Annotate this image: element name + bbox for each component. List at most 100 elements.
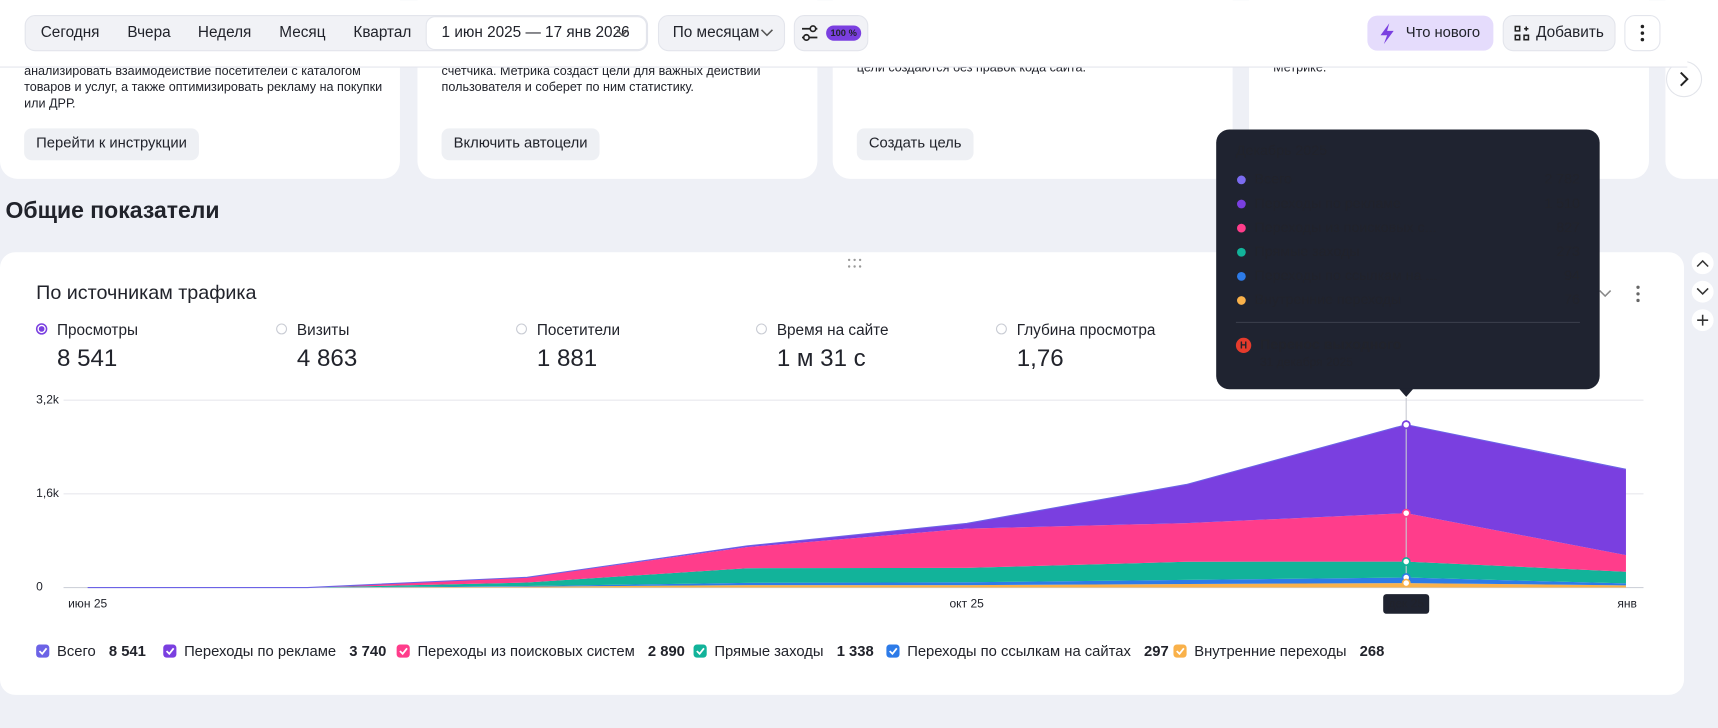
legend-checkbox[interactable] <box>163 644 177 658</box>
card-text: или ДРР. <box>24 97 75 111</box>
legend-label[interactable]: Прямые заходы <box>714 644 823 660</box>
grouping-label[interactable]: По месяцам <box>673 24 760 41</box>
widget-menu-dot <box>1636 292 1640 296</box>
metric-label[interactable]: Время на сайте <box>777 322 889 339</box>
settings-icon <box>802 33 810 42</box>
metric-radio[interactable] <box>516 323 528 335</box>
metric-label[interactable]: Посетители <box>537 322 620 339</box>
date-range-label[interactable]: 1 июн 2025 — 17 янв 2026 <box>442 24 630 41</box>
chevron <box>616 29 629 37</box>
legend-total: 2 890 <box>648 644 685 660</box>
legend-checkbox[interactable] <box>693 644 707 658</box>
period-button[interactable]: Неделя <box>198 24 251 41</box>
legend-total: 1 338 <box>837 644 874 660</box>
tooltip-dot <box>1237 247 1246 257</box>
hover-dot <box>1401 420 1411 430</box>
legend-total: 268 <box>1360 644 1385 660</box>
side-button[interactable] <box>1691 280 1714 303</box>
drag-handle <box>847 258 851 262</box>
metric-label[interactable]: Глубина просмотра <box>1017 322 1156 339</box>
x-tick-label: янв <box>1617 597 1637 611</box>
legend-check <box>889 647 898 656</box>
legend-checkbox[interactable] <box>396 644 410 658</box>
legend-label[interactable]: Всего <box>57 644 96 660</box>
area <box>87 513 1626 588</box>
y-tick-label: 0 <box>36 580 43 594</box>
tooltip-value: 76 <box>1564 292 1580 308</box>
tooltip-name: Прямые заходы <box>1255 244 1360 260</box>
legend-check <box>696 647 705 656</box>
tooltip-value: 273 <box>1556 244 1580 260</box>
card-button-label[interactable]: Включить автоцели <box>454 136 588 152</box>
tooltip-pointer <box>1398 388 1414 397</box>
whats-new-label[interactable]: Что нового <box>1406 25 1480 41</box>
tooltip-dot <box>1237 199 1246 209</box>
menu-dot <box>1640 37 1645 42</box>
card-button[interactable] <box>24 128 199 161</box>
drag-handle <box>858 258 862 262</box>
area <box>87 583 1626 588</box>
carousel-next-icon[interactable] <box>1680 71 1689 87</box>
metric-value: 1 м 31 с <box>777 345 866 372</box>
add-button[interactable] <box>1502 15 1616 52</box>
event-date: 31 декабря 2025 <box>1260 355 1353 369</box>
side-button-icon <box>1696 259 1709 268</box>
tooltip-name: Всего <box>1255 172 1292 188</box>
legend-label[interactable]: Внутренние переходы <box>1194 644 1346 660</box>
legend-label[interactable]: Переходы по ссылкам на сайтах <box>907 644 1131 660</box>
tooltip-name: Переходы по ссылкам на ... <box>1255 268 1438 284</box>
x-tick-label: июн 25 <box>68 597 107 611</box>
settings-icon <box>809 25 817 33</box>
hover-dot <box>1401 578 1411 588</box>
x-tick-label: дек 25 <box>1388 597 1424 611</box>
metric-label[interactable]: Визиты <box>297 322 349 339</box>
drag-handle <box>853 265 856 268</box>
widget-menu-dot <box>1636 285 1640 289</box>
side-button[interactable] <box>1691 252 1714 275</box>
period-button[interactable]: Сегодня <box>41 24 100 41</box>
side-button-icon <box>1697 314 1709 326</box>
legend-total: 8 541 <box>109 644 146 660</box>
card-button-label[interactable]: Создать цель <box>869 136 962 152</box>
card-button[interactable] <box>856 128 974 161</box>
metric-value: 8 541 <box>57 345 117 372</box>
hover-dot <box>1401 508 1411 518</box>
legend-label[interactable]: Переходы по рекламе <box>184 644 336 660</box>
metric-radio[interactable] <box>756 323 767 335</box>
date-range[interactable] <box>425 16 647 51</box>
add-label[interactable]: Добавить <box>1536 24 1604 41</box>
legend-check <box>399 647 408 656</box>
metric-radio[interactable] <box>995 323 1007 335</box>
legend-checkbox[interactable] <box>1173 644 1187 658</box>
menu-dot <box>1640 24 1645 29</box>
event-badge <box>1235 337 1252 354</box>
drag-handle <box>858 265 862 268</box>
x-tick-label: окт 25 <box>949 597 984 611</box>
card-button[interactable] <box>441 128 600 161</box>
tooltip-value: 2 782 <box>1544 172 1580 188</box>
add-icon <box>1514 25 1530 41</box>
legend-label[interactable]: Переходы из поисковых систем <box>417 644 634 660</box>
card-button-label[interactable]: Перейти к инструкции <box>36 136 187 152</box>
side-button-icon <box>1696 287 1709 295</box>
period-button[interactable]: Месяц <box>279 24 325 41</box>
total-line <box>87 424 1627 589</box>
tooltip-dot <box>1237 223 1246 233</box>
legend-checkbox[interactable] <box>886 644 900 658</box>
metric-label[interactable]: Просмотры <box>57 322 138 339</box>
whats-new[interactable] <box>1367 15 1494 51</box>
event-badge-label: Н <box>1240 341 1247 352</box>
metric-radio-dot <box>38 326 45 332</box>
tooltip-title: Декабрь 2025 <box>1236 143 1327 159</box>
tooltip-value: 827 <box>1556 220 1580 236</box>
period-button[interactable]: Вчера <box>127 24 171 41</box>
legend-check <box>1176 647 1185 656</box>
metric-radio[interactable] <box>276 323 288 335</box>
widget-chevron <box>1599 290 1612 298</box>
period-button[interactable]: Квартал <box>353 24 411 41</box>
grouping[interactable] <box>657 15 786 52</box>
legend-checkbox[interactable] <box>36 644 50 658</box>
tooltip-value: 1 510 <box>1544 196 1580 212</box>
card-text: пользователя и соберет по ним статистику… <box>442 80 694 94</box>
widget-title: По источникам трафика <box>36 282 256 304</box>
